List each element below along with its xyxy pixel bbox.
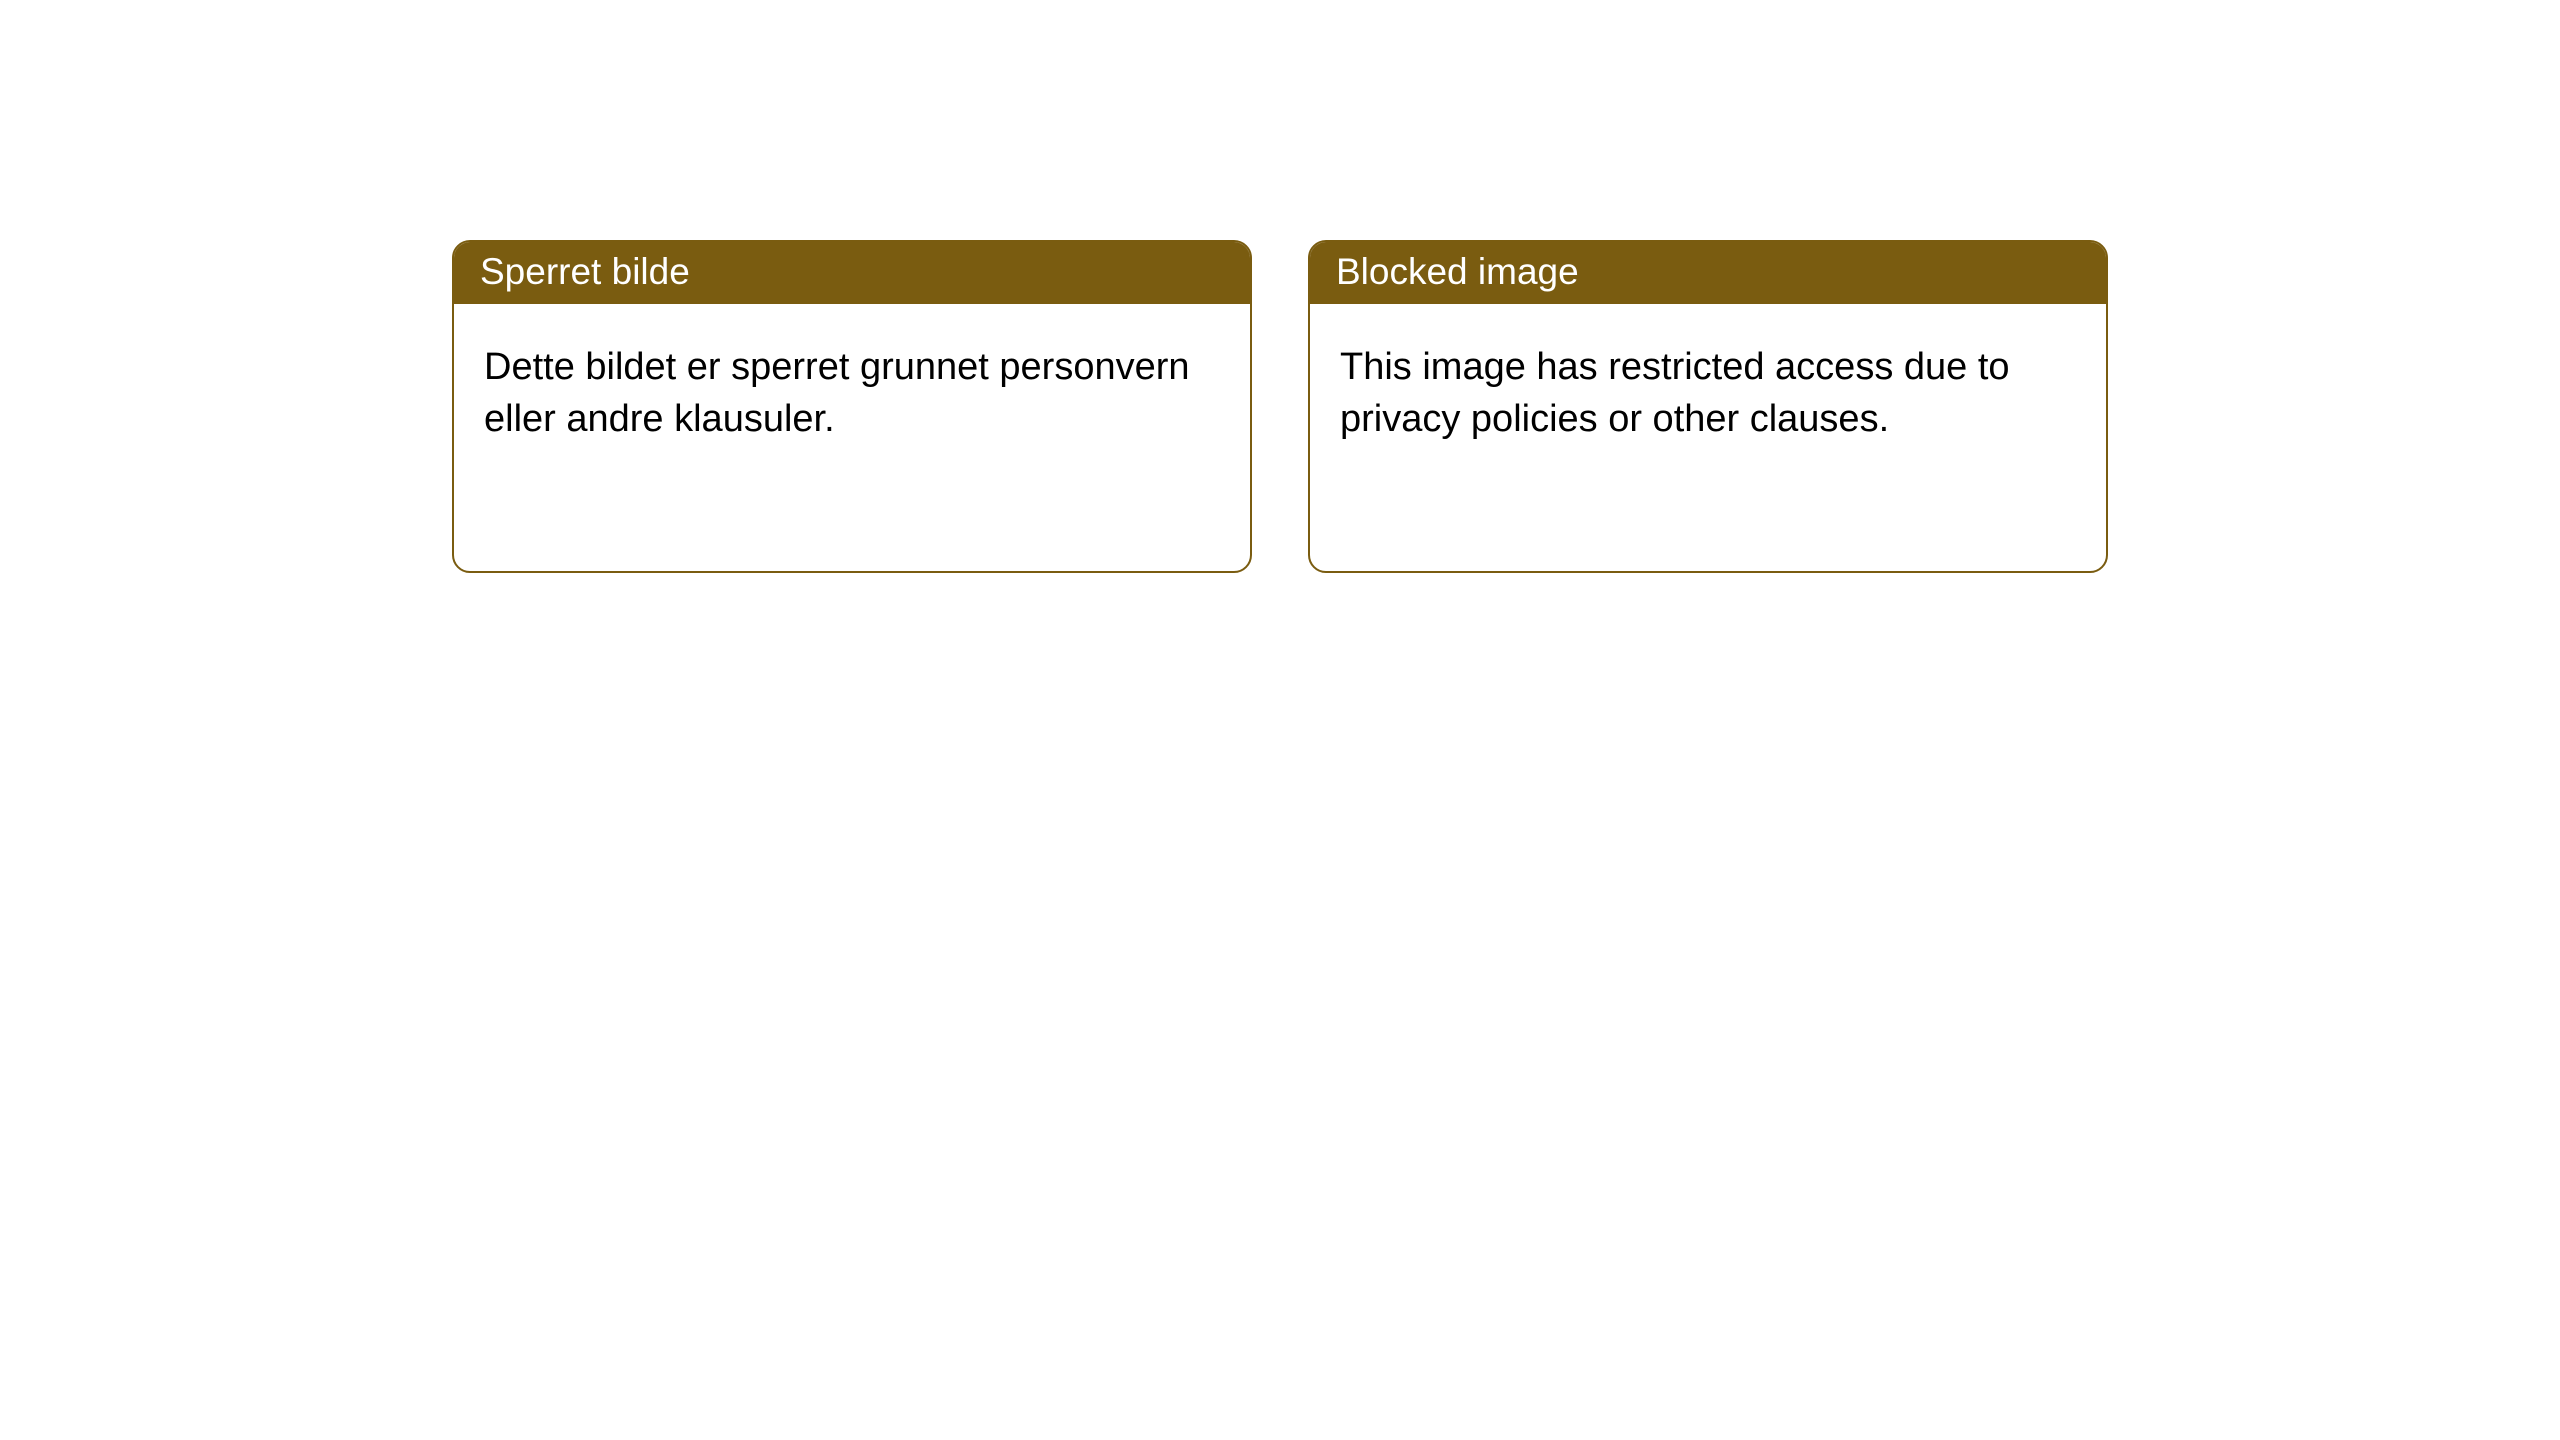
notice-card-english: Blocked image This image has restricted …: [1308, 240, 2108, 573]
notice-container: Sperret bilde Dette bildet er sperret gr…: [0, 0, 2560, 573]
notice-body: This image has restricted access due to …: [1310, 304, 2106, 475]
notice-header: Sperret bilde: [454, 242, 1250, 304]
notice-header: Blocked image: [1310, 242, 2106, 304]
notice-card-norwegian: Sperret bilde Dette bildet er sperret gr…: [452, 240, 1252, 573]
notice-body: Dette bildet er sperret grunnet personve…: [454, 304, 1250, 475]
